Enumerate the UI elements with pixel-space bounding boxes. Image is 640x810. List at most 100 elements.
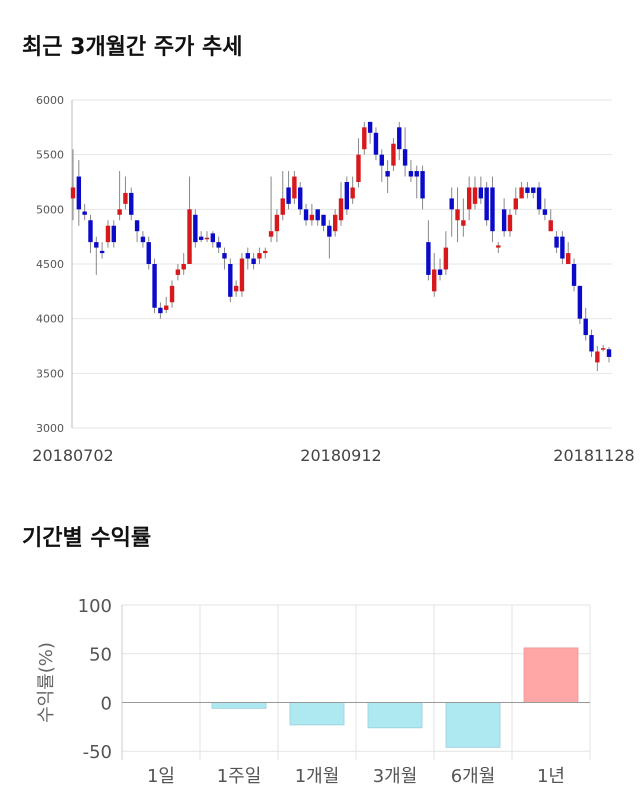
candle-body — [117, 209, 122, 215]
candle-body — [280, 198, 285, 215]
candle-body — [204, 237, 210, 240]
candle-body — [338, 198, 344, 221]
y-tick-label: 6000 — [36, 94, 64, 107]
y-tick-label: 0 — [101, 693, 112, 714]
candle-body — [292, 176, 297, 199]
bar — [445, 702, 501, 748]
candle-body — [367, 121, 373, 133]
x-tick-label: 1개월 — [295, 766, 340, 787]
candle-body — [187, 209, 192, 264]
candle-body — [134, 220, 140, 232]
candle-body — [70, 187, 76, 199]
candle-body — [589, 335, 594, 352]
bar — [523, 647, 579, 703]
y-axis-label: 수익률(%) — [36, 642, 57, 723]
candle-body — [303, 209, 309, 221]
candle-body — [99, 250, 105, 254]
candle-body — [577, 285, 583, 319]
candle-body — [461, 220, 466, 226]
chart-title: 기간별 수익률 — [22, 526, 151, 551]
candle-body — [257, 253, 262, 259]
candle-body — [94, 242, 99, 248]
candle-body — [181, 264, 186, 270]
candle-body — [472, 187, 478, 204]
candle-body — [309, 214, 315, 221]
candle-body — [455, 209, 460, 221]
candle-body — [268, 231, 274, 237]
candle-body — [263, 250, 268, 254]
candle-body — [321, 214, 326, 226]
y-tick-label: 4000 — [36, 313, 64, 326]
candle-body — [385, 171, 390, 177]
candle-body — [507, 214, 513, 232]
candle-body — [449, 198, 454, 210]
candle-body — [88, 220, 93, 243]
candle-body — [437, 269, 443, 275]
candle-body — [402, 149, 408, 166]
candle-body — [76, 176, 82, 210]
candle-body — [362, 127, 367, 150]
y-tick-label: -50 — [83, 742, 112, 763]
candle-body — [391, 143, 396, 166]
candle-body — [606, 349, 612, 357]
x-tick-label: 1년 — [537, 766, 565, 787]
candle-body — [327, 225, 332, 237]
candle-body — [490, 187, 495, 232]
x-tick-label: 1주일 — [217, 766, 262, 787]
candle-body — [356, 154, 361, 182]
candle-body — [344, 182, 350, 210]
candle-body — [379, 154, 384, 166]
bar — [211, 702, 267, 709]
candle-body — [443, 247, 449, 270]
x-tick-label: 20180912 — [300, 446, 381, 465]
candle-body — [531, 187, 536, 193]
candle-body — [373, 132, 379, 155]
candle-body — [350, 187, 355, 199]
candle-body — [496, 245, 501, 248]
candle-body — [525, 187, 530, 193]
x-tick-label: 3개월 — [373, 766, 418, 787]
candle-body — [233, 285, 239, 292]
candle-body — [478, 187, 484, 199]
candle-body — [595, 351, 600, 363]
candle-body — [536, 187, 542, 210]
candle-body — [274, 214, 280, 232]
y-tick-label: 5500 — [36, 149, 64, 162]
candle-body — [414, 171, 419, 177]
candle-body — [566, 253, 571, 264]
chart-title: 최근 3개월간 주가 추세 — [22, 35, 242, 60]
y-tick-label: 4500 — [36, 258, 64, 271]
bar — [367, 702, 423, 729]
y-tick-label: 50 — [89, 645, 112, 666]
candle-body — [129, 192, 134, 215]
candle-body — [175, 269, 181, 275]
candle-body — [420, 171, 425, 199]
candle-body — [239, 258, 245, 292]
candle-body — [408, 171, 414, 177]
bar — [289, 702, 345, 726]
candle-body — [251, 258, 256, 264]
candle-body — [123, 192, 128, 204]
candle-body — [152, 264, 157, 308]
x-tick-label: 6개월 — [451, 766, 496, 787]
candle-body — [466, 187, 472, 210]
candle-body — [513, 198, 518, 210]
y-tick-label: 100 — [78, 596, 112, 617]
candle-body — [210, 233, 216, 243]
candle-body — [315, 209, 320, 221]
y-tick-label: 3500 — [36, 367, 64, 380]
candle-body — [560, 236, 565, 259]
y-tick-label: 5000 — [36, 203, 64, 216]
candle-body — [332, 214, 338, 232]
candle-body — [600, 348, 606, 350]
candle-body — [216, 242, 221, 248]
candle-body — [164, 305, 169, 310]
candle-body — [542, 209, 548, 215]
candle-body — [426, 242, 431, 275]
x-tick-label: 20181128 — [553, 446, 634, 465]
candle-body — [222, 253, 227, 259]
candle-body — [286, 187, 291, 204]
candle-body — [501, 209, 507, 232]
x-tick-label: 1일 — [147, 766, 175, 787]
